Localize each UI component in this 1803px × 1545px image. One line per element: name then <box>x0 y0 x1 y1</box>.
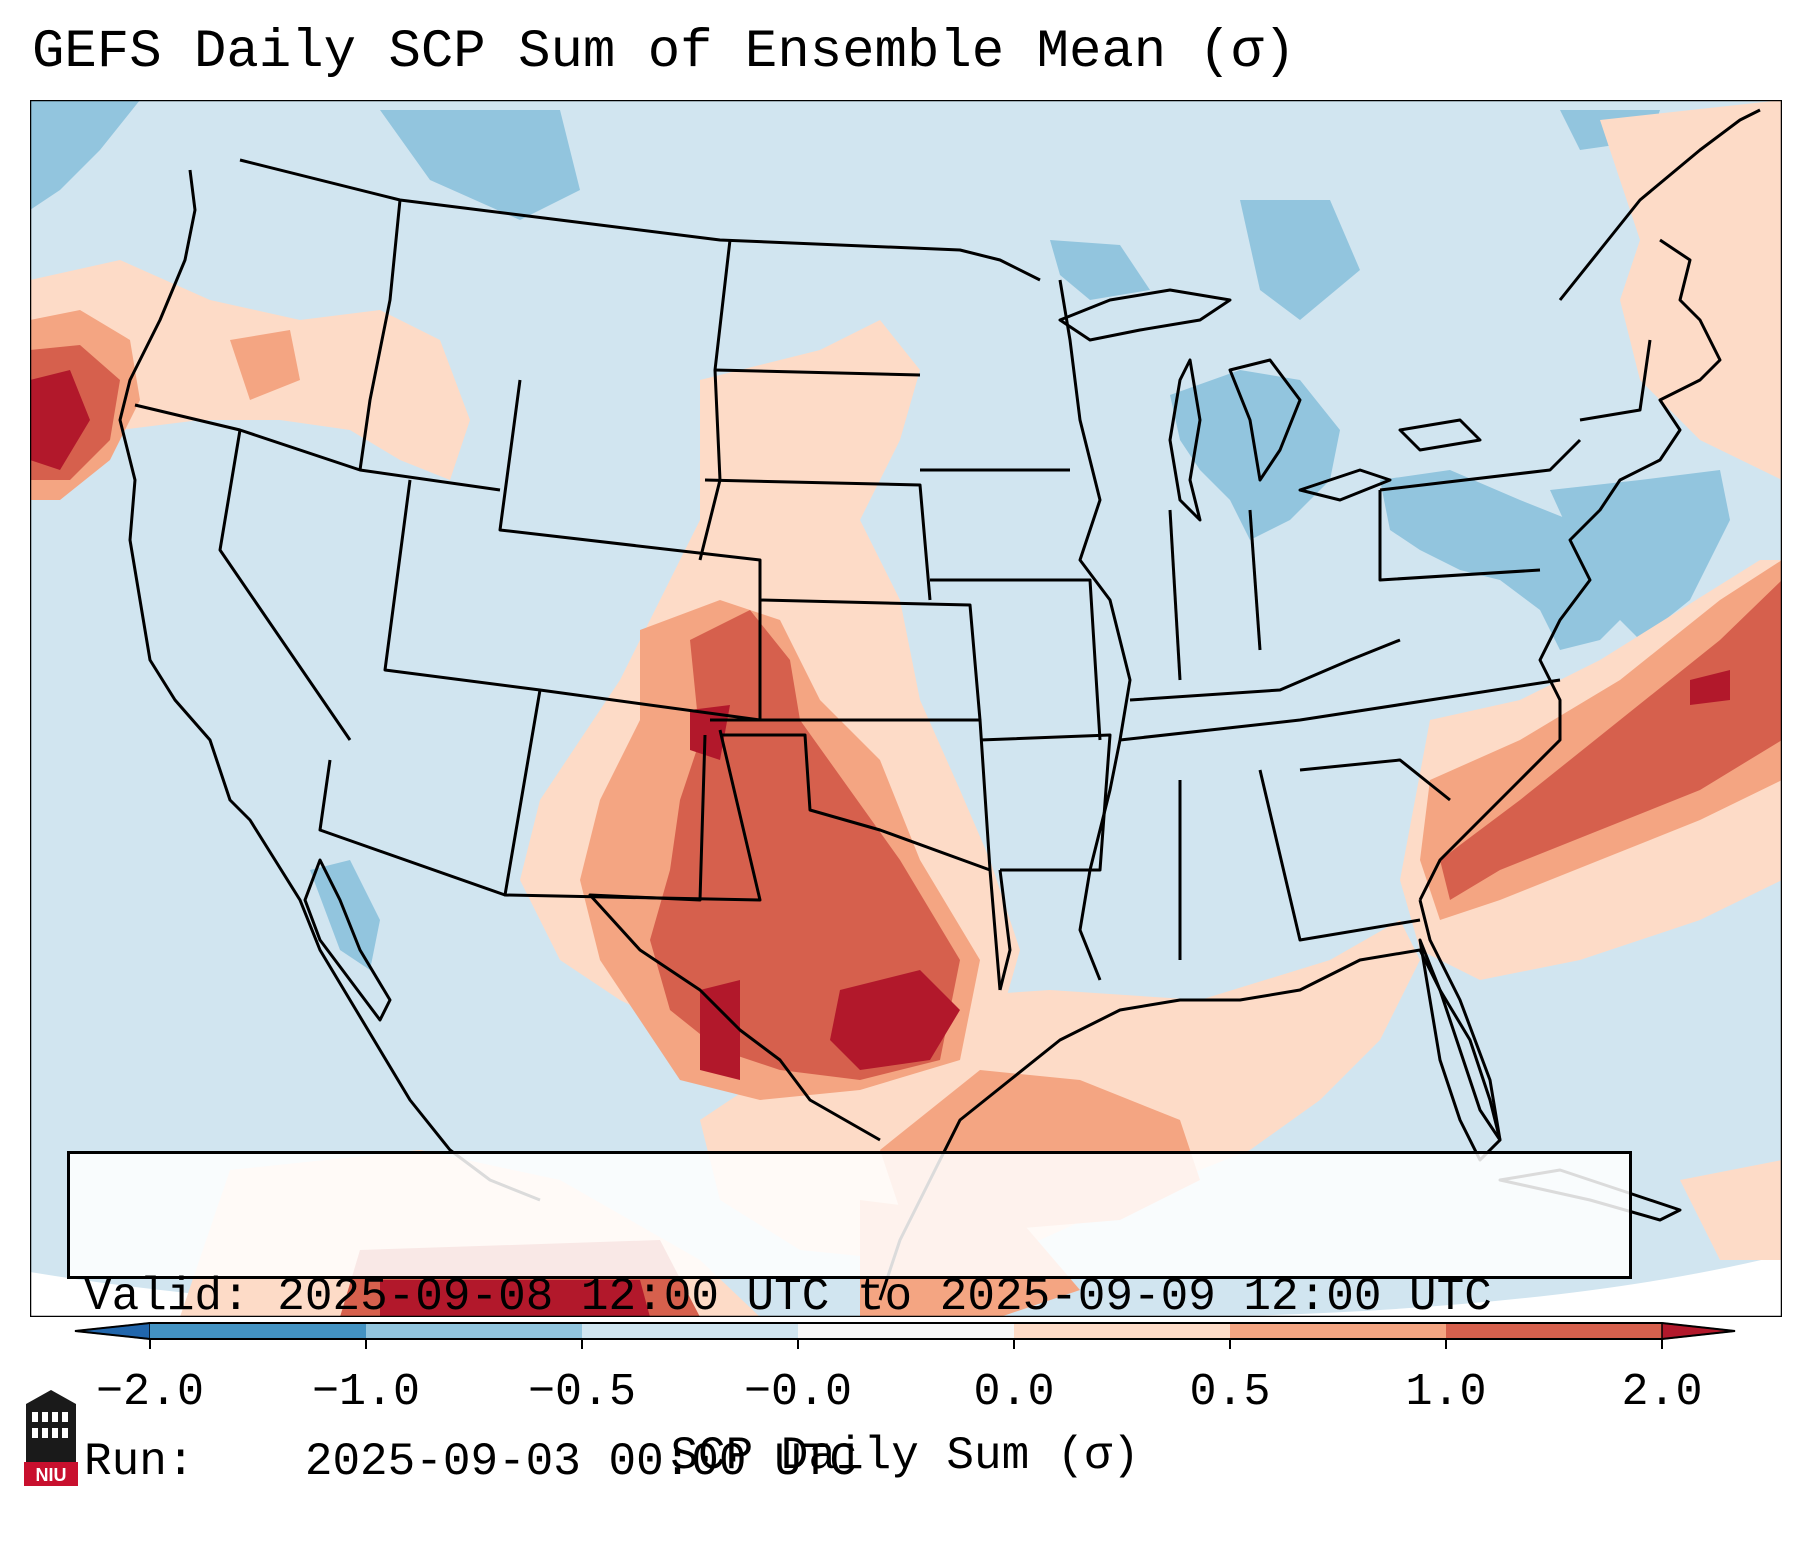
lake-huron-outline <box>1228 358 1302 482</box>
valid-value: 2025-09-08 12:00 UTC to 2025-09-09 12:00… <box>277 1271 1492 1323</box>
anomaly-region-canada-north <box>380 110 580 220</box>
florida-outline <box>1418 938 1502 1162</box>
state-line-kansas <box>759 598 982 721</box>
state-line-idaho-east <box>358 199 402 471</box>
state-line-tennessee <box>1119 678 1561 742</box>
state-line-kentucky <box>1129 638 1401 702</box>
colorbar-tick-label: −1.0 <box>311 1367 421 1418</box>
anomaly-region-northeast-offshore <box>1550 470 1730 640</box>
lake-michigan-outline <box>1168 358 1202 522</box>
anomaly-region-west-texas-extreme <box>700 980 740 1080</box>
anomaly-region-minnesota <box>1050 240 1150 300</box>
anomaly-region-caribbean <box>1680 1160 1782 1260</box>
state-line-nevada-utah <box>218 429 352 741</box>
colorbar-tick-label: 0.0 <box>973 1367 1055 1418</box>
northeast-coast-outline <box>1558 108 1761 301</box>
colorbar <box>74 1322 1736 1349</box>
run-row: Run: 2025-09-03 00:00 UTC <box>84 1435 1629 1490</box>
anomaly-region-mexico-extreme <box>380 1280 650 1317</box>
state-line-missouri <box>930 578 1102 741</box>
state-line-california-arizona <box>318 759 506 897</box>
colorbar-segment-2 <box>366 1323 582 1339</box>
lake-erie-outline <box>1298 468 1392 502</box>
valid-label: Valid: <box>84 1271 250 1323</box>
colorbar-tick-label: 2.0 <box>1621 1367 1703 1418</box>
state-line-mississippi-river <box>1058 279 1132 981</box>
state-line-new-england <box>1579 339 1652 422</box>
state-line-nebraska <box>704 478 932 601</box>
state-line-carolinas <box>1299 758 1451 802</box>
state-line-nm-texas <box>588 734 881 1142</box>
colorbar-tick-label: −0.5 <box>527 1367 637 1418</box>
state-line-arkansas <box>979 733 1112 872</box>
colorbar-tick-label: −0.0 <box>743 1367 853 1418</box>
colorbar-segment-6 <box>1230 1323 1446 1339</box>
state-line-indiana-ohio <box>1248 509 1262 651</box>
valid-run-infobox: Valid: 2025-09-08 12:00 UTC to 2025-09-0… <box>67 1151 1632 1488</box>
logo-text: NIU <box>36 1465 67 1485</box>
colorbar-segment-1 <box>150 1323 366 1339</box>
state-line-oklahoma <box>710 718 992 871</box>
lake-superior-outline <box>1058 288 1232 342</box>
state-line-ohio-pa <box>1378 490 1541 582</box>
anomaly-region-mid-atlantic <box>1380 470 1640 650</box>
colorbar-label: SCP Daily Sum (σ) <box>670 1430 1140 1482</box>
anomaly-region-pacific-nw-coast <box>30 100 140 210</box>
east-coast-outline <box>1418 238 1722 901</box>
gulf-coast-outline <box>878 899 1502 1301</box>
colorbar-extend-max <box>1661 1322 1736 1340</box>
lake-ontario-outline <box>1398 418 1482 452</box>
run-value: 2025-09-03 00:00 UTC <box>304 1436 857 1488</box>
anomaly-region-texas-extreme <box>830 970 960 1070</box>
anomaly-region-atlantic-extreme <box>1690 670 1730 705</box>
west-coast-outline <box>118 169 541 1202</box>
state-line-wyoming <box>498 379 762 720</box>
baja-outline <box>303 858 392 1022</box>
colorbar-tick-label: 1.0 <box>1405 1367 1487 1418</box>
state-line-texas-north <box>720 733 1002 991</box>
colorbar-segment-3 <box>582 1323 798 1339</box>
map-svg <box>30 100 1782 1349</box>
map-title: GEFS Daily SCP Sum of Ensemble Mean (σ) <box>32 22 1296 83</box>
anomaly-region-texas-strong <box>650 610 960 1080</box>
state-line-dakotas <box>714 368 921 377</box>
run-label: Run: <box>84 1436 195 1488</box>
negative-anomaly-layer <box>30 100 1730 970</box>
valid-row: Valid: 2025-09-08 12:00 UTC to 2025-09-0… <box>84 1270 1629 1325</box>
anomaly-region-pacnw-extreme <box>30 370 90 470</box>
state-line-georgia <box>1258 769 1421 942</box>
anomaly-region-atlantic-strong <box>1440 580 1782 900</box>
colorbar-segment-4 <box>798 1323 1014 1339</box>
colorbar-segment-5 <box>1014 1323 1230 1339</box>
niu-logo: NIU <box>24 1390 78 1486</box>
map-plot-area <box>30 100 1782 1317</box>
colorbar-segment-7 <box>1446 1323 1662 1339</box>
anomaly-region-hudson <box>1240 200 1360 320</box>
colorbar-tick-label: −2.0 <box>95 1367 205 1418</box>
state-line-montana-dakota <box>698 239 732 561</box>
state-line-washington-oregon <box>134 403 501 492</box>
colorbar-tick-marks <box>149 1339 1663 1349</box>
state-line-pa-ny <box>1379 438 1582 492</box>
state-line-louisiana <box>998 869 1012 991</box>
boundaries-layer <box>118 108 1761 1301</box>
state-line-utah-colorado <box>383 479 761 722</box>
colorbar-tick-label: 0.5 <box>1189 1367 1271 1418</box>
anomaly-region-idaho-moderate <box>230 330 300 400</box>
extreme-positive-anomaly-layer <box>30 370 1730 1317</box>
state-line-illinois-indiana <box>1168 509 1182 681</box>
